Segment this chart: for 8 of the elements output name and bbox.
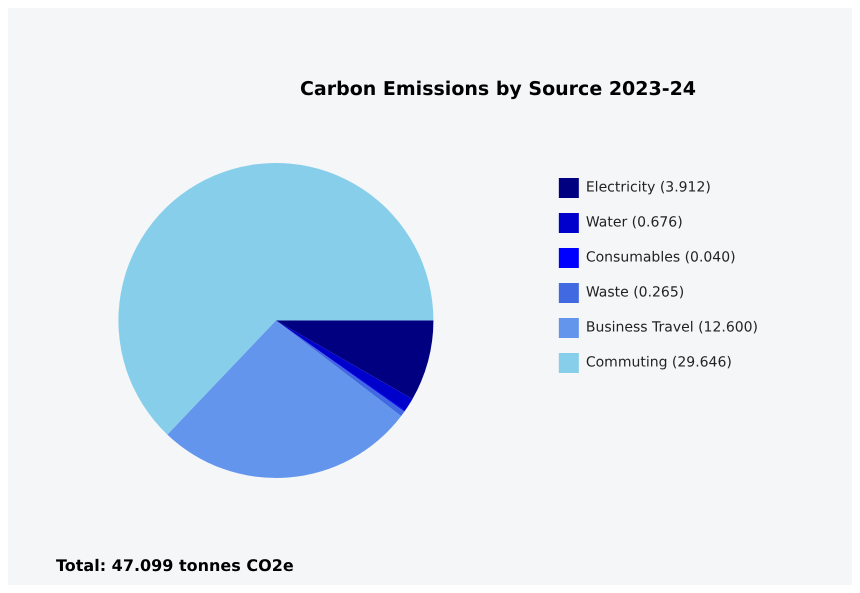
legend-label: Consumables (0.040)	[586, 250, 736, 266]
legend-label: Water (0.676)	[586, 214, 683, 231]
legend-label: Electricity (3.912)	[586, 180, 711, 196]
text: Total: 47.099 tonnes CO2e	[56, 556, 294, 575]
chart-title: Carbon Emissions by Source 2023-24	[298, 78, 698, 100]
legend-label: Waste (0.265)	[586, 284, 684, 301]
legend-label: Business Travel (12.600)	[586, 320, 758, 336]
legend-label: Commuting (29.646)	[586, 354, 732, 371]
